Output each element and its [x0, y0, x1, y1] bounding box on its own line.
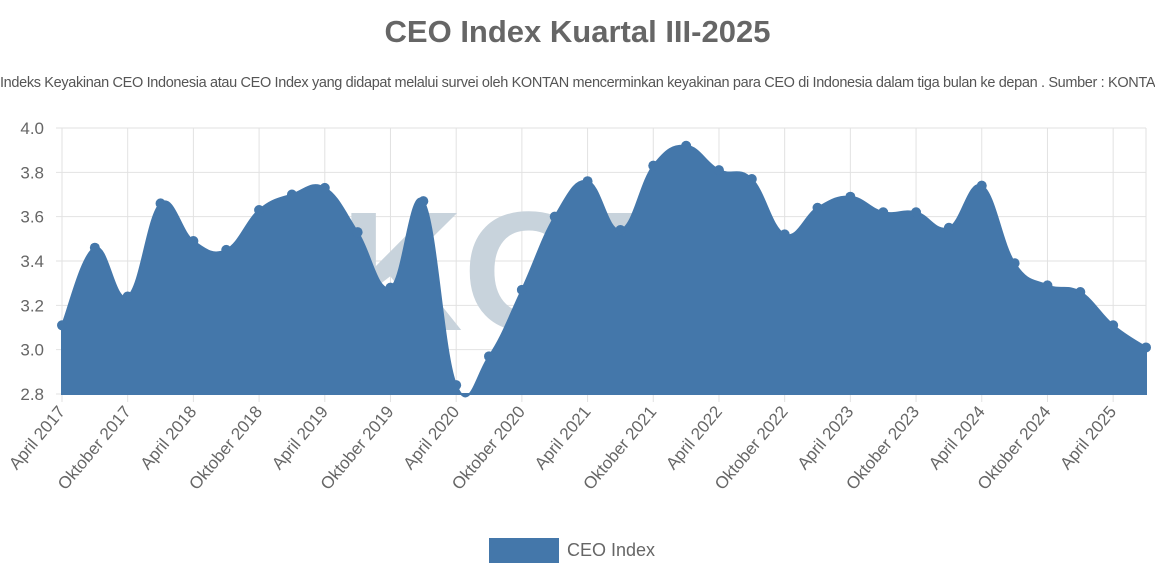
data-point[interactable]	[122, 291, 133, 302]
x-tick-label: April 2019	[268, 402, 332, 473]
data-point[interactable]	[221, 244, 232, 255]
data-points	[57, 140, 1151, 391]
chart-title: CEO Index Kuartal III-2025	[384, 14, 771, 49]
x-tick-label: April 2022	[662, 402, 726, 473]
data-point[interactable]	[188, 236, 199, 247]
data-point[interactable]	[89, 242, 100, 253]
data-point[interactable]	[516, 284, 527, 295]
data-point[interactable]	[1141, 342, 1151, 353]
data-point[interactable]	[582, 176, 593, 187]
data-point[interactable]	[484, 351, 495, 362]
data-point[interactable]	[57, 320, 67, 331]
y-axis: 2.8 3.0 3.2 3.4 3.6 3.8 4.0	[20, 119, 44, 404]
data-point[interactable]	[1075, 287, 1086, 298]
y-tick-label: 3.4	[20, 252, 44, 271]
x-tick-label: April 2025	[1056, 402, 1120, 473]
data-point[interactable]	[385, 282, 396, 293]
data-point[interactable]	[779, 229, 790, 240]
y-tick-label: 3.2	[20, 296, 44, 315]
data-point[interactable]	[418, 196, 429, 207]
y-tick-label: 4.0	[20, 119, 44, 138]
legend-swatch[interactable]	[489, 538, 559, 563]
data-point[interactable]	[648, 160, 659, 171]
y-tick-label: 3.6	[20, 208, 44, 227]
y-tick-label: 2.8	[20, 385, 44, 404]
x-tick-label: April 2018	[137, 402, 201, 473]
legend-label[interactable]: CEO Index	[567, 540, 655, 560]
x-tick-label: April 2024	[925, 402, 989, 473]
data-point[interactable]	[352, 227, 363, 238]
data-point[interactable]	[549, 211, 560, 222]
data-point[interactable]	[1009, 258, 1020, 269]
data-point[interactable]	[155, 198, 166, 209]
data-point[interactable]	[746, 173, 757, 184]
data-point[interactable]	[615, 224, 626, 235]
data-point[interactable]	[286, 189, 297, 200]
data-point[interactable]	[878, 207, 889, 218]
data-point[interactable]	[1042, 280, 1053, 291]
data-point[interactable]	[812, 202, 823, 213]
data-point[interactable]	[943, 222, 954, 233]
y-tick-label: 3.0	[20, 341, 44, 360]
data-point[interactable]	[254, 205, 265, 216]
legend[interactable]: CEO Index	[489, 538, 655, 563]
data-point[interactable]	[845, 191, 856, 202]
data-point[interactable]	[319, 182, 330, 193]
x-tick-label: April 2021	[531, 402, 595, 473]
data-point[interactable]	[976, 180, 987, 191]
y-tick-label: 3.8	[20, 163, 44, 182]
x-tick-label: April 2017	[5, 402, 69, 473]
data-point[interactable]	[451, 380, 462, 391]
x-tick-label: April 2023	[794, 402, 858, 473]
data-point[interactable]	[911, 207, 922, 218]
data-point[interactable]	[1108, 320, 1119, 331]
chart-subtitle: Indeks Keyakinan CEO Indonesia atau CEO …	[0, 75, 1155, 91]
x-tick-label: April 2020	[399, 402, 463, 473]
data-point[interactable]	[681, 140, 692, 151]
data-point[interactable]	[713, 165, 724, 176]
